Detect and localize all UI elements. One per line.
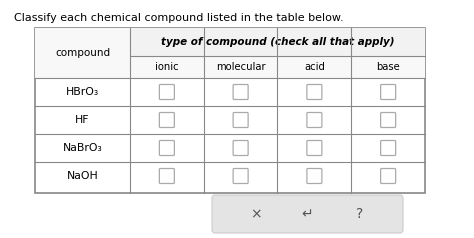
FancyBboxPatch shape <box>159 140 174 155</box>
FancyBboxPatch shape <box>159 169 174 183</box>
FancyBboxPatch shape <box>233 113 248 128</box>
FancyBboxPatch shape <box>307 113 322 128</box>
FancyBboxPatch shape <box>212 195 403 233</box>
FancyBboxPatch shape <box>159 84 174 99</box>
FancyBboxPatch shape <box>233 169 248 183</box>
Bar <box>35 28 130 78</box>
Text: ionic: ionic <box>155 62 179 72</box>
FancyBboxPatch shape <box>381 169 396 183</box>
FancyBboxPatch shape <box>307 140 322 155</box>
Text: ?: ? <box>356 207 363 221</box>
FancyBboxPatch shape <box>307 169 322 183</box>
Bar <box>130 56 425 78</box>
Text: ↵: ↵ <box>301 207 313 221</box>
Text: NaOH: NaOH <box>67 171 99 181</box>
FancyBboxPatch shape <box>381 140 396 155</box>
Text: base: base <box>376 62 400 72</box>
Text: HBrO₃: HBrO₃ <box>66 87 99 97</box>
Text: HF: HF <box>75 115 90 125</box>
FancyBboxPatch shape <box>381 113 396 128</box>
FancyBboxPatch shape <box>233 84 248 99</box>
Text: Classify each chemical compound listed in the table below.: Classify each chemical compound listed i… <box>14 13 344 23</box>
Bar <box>35 28 425 193</box>
FancyBboxPatch shape <box>159 113 174 128</box>
FancyBboxPatch shape <box>381 84 396 99</box>
Text: molecular: molecular <box>216 62 265 72</box>
Text: ×: × <box>250 207 262 221</box>
FancyBboxPatch shape <box>233 140 248 155</box>
Text: NaBrO₃: NaBrO₃ <box>63 143 102 153</box>
FancyBboxPatch shape <box>307 84 322 99</box>
Text: acid: acid <box>304 62 325 72</box>
Text: compound: compound <box>55 48 110 58</box>
Bar <box>130 28 425 56</box>
Text: type of compound (check all that apply): type of compound (check all that apply) <box>161 37 394 47</box>
